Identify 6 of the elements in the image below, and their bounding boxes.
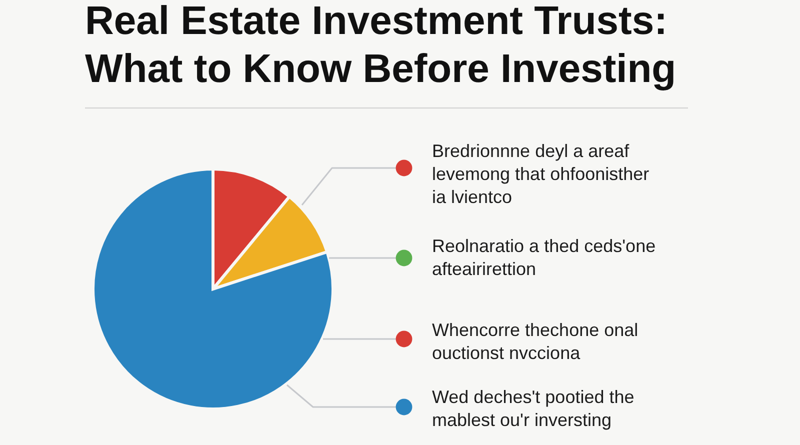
text: Bredrionnne deyl a areaf levemong that ohfoonisther ia lvientco: [432, 141, 650, 207]
chart-title: Real Estate Investment Trusts: What to Know Before Investing: [85, 0, 676, 91]
text: Wed deches't pootied the mablest ou'r inversting: [432, 387, 634, 430]
pie-slice: [92, 168, 334, 410]
text: Reolnaratio a thed ceds'one afteairirettion: [432, 236, 656, 279]
text: Whencorre thechone onal ouctionst nvcciona: [432, 320, 638, 363]
